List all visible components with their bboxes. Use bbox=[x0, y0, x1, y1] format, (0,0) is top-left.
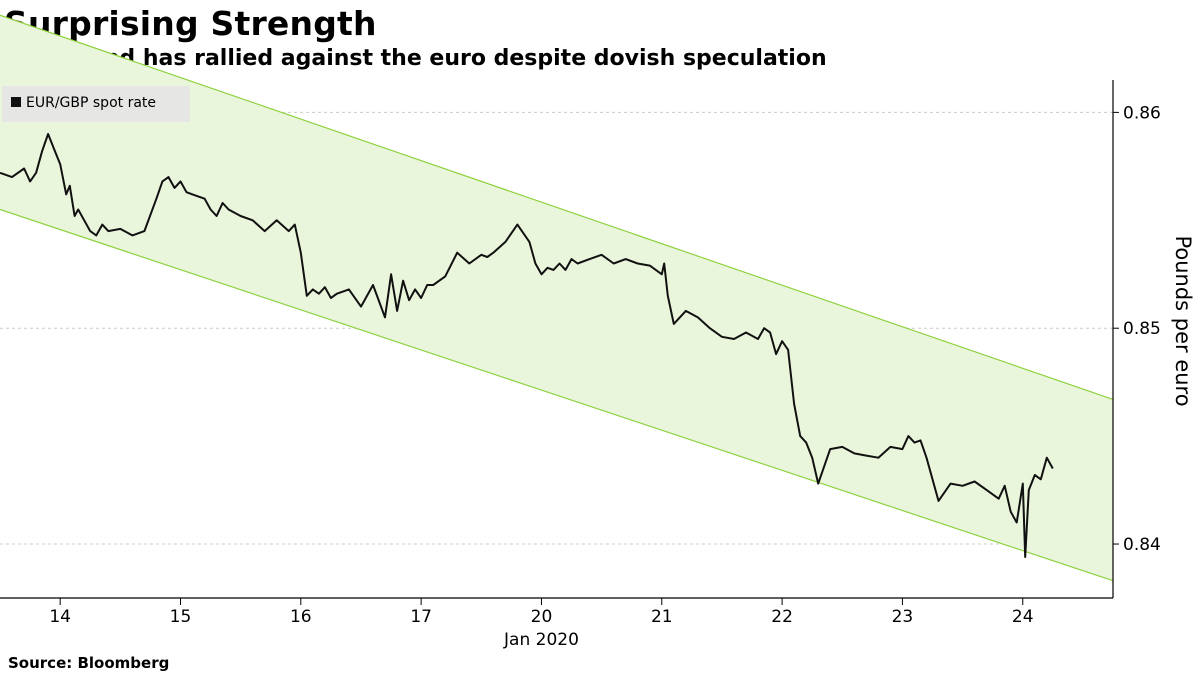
y-tick-label-2: 0.86 bbox=[1123, 103, 1161, 123]
x-tick-label-2: 16 bbox=[290, 607, 312, 627]
x-axis-label: Jan 2020 bbox=[503, 630, 579, 650]
x-tick-label-7: 23 bbox=[892, 607, 914, 627]
legend-label: EUR/GBP spot rate bbox=[26, 95, 156, 111]
y-tick-label-1: 0.85 bbox=[1123, 319, 1161, 339]
x-tick-label-0: 14 bbox=[49, 607, 71, 627]
legend-swatch bbox=[11, 97, 21, 107]
trend-channel bbox=[0, 15, 1113, 581]
x-axis-ticks: 14 15 16 17 20 21 22 23 24 bbox=[49, 598, 1034, 627]
trend-channel-upper-edge bbox=[0, 14, 1114, 401]
chart-title: Surprising Strength bbox=[4, 4, 377, 43]
y-tick-label-0: 0.84 bbox=[1123, 535, 1161, 555]
source-note: Source: Bloomberg bbox=[8, 654, 170, 672]
y-axis-ticks: 0.84 0.85 0.86 bbox=[1113, 103, 1161, 555]
y-axis-label: Pounds per euro bbox=[1171, 235, 1195, 406]
legend: EUR/GBP spot rate bbox=[2, 86, 190, 122]
x-tick-label-6: 22 bbox=[771, 607, 793, 627]
x-tick-label-1: 15 bbox=[170, 607, 192, 627]
legend-background bbox=[2, 86, 190, 122]
trend-channel-lower-edge bbox=[0, 208, 1114, 582]
series-line-eur-gbp bbox=[0, 133, 1054, 558]
x-tick-label-8: 24 bbox=[1012, 607, 1034, 627]
x-tick-label-3: 17 bbox=[410, 607, 432, 627]
x-tick-label-4: 20 bbox=[531, 607, 553, 627]
x-tick-label-5: 21 bbox=[651, 607, 673, 627]
